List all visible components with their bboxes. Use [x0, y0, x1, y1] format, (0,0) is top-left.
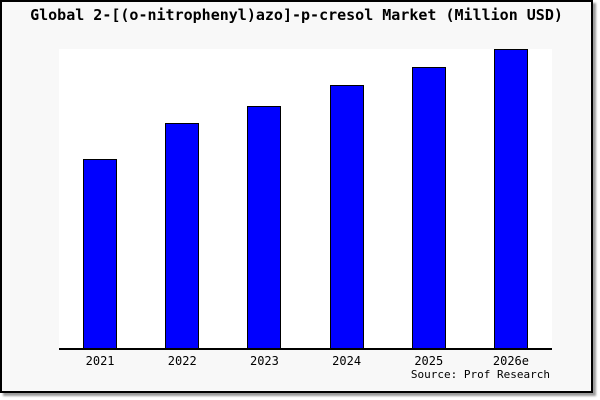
x-tick-label-2025: 2025: [414, 354, 444, 368]
bars-container: [59, 48, 552, 348]
chart-frame: Global 2-[(o-nitrophenyl)azo]-p-cresol M…: [0, 0, 593, 393]
bar-2025: [411, 66, 446, 348]
bar-2022: [165, 123, 200, 348]
bar-slot-2025: [388, 49, 470, 348]
bar-slot-2021: [59, 49, 141, 348]
x-tick-label-2023: 2023: [249, 354, 279, 368]
bar-slot-2022: [141, 49, 223, 348]
chart-title: Global 2-[(o-nitrophenyl)azo]-p-cresol M…: [30, 6, 563, 24]
bar-slot-2026e: [470, 48, 552, 348]
bar-2023: [247, 105, 282, 348]
x-tick-label-2021: 2021: [85, 354, 115, 368]
bar-2021: [83, 159, 118, 348]
bar-2024: [329, 84, 364, 348]
x-tick-label-2022: 2022: [167, 354, 197, 368]
bar-slot-2024: [306, 49, 388, 348]
plot-area: [59, 48, 552, 350]
bar-slot-2023: [223, 49, 305, 348]
x-tick-label-2024: 2024: [332, 354, 362, 368]
bar-2026e: [493, 48, 528, 348]
x-axis-labels: 2021 2022 2023 2024 2025 2026e: [59, 354, 552, 368]
source-caption: Source: Prof Research: [410, 368, 550, 381]
x-tick-label-2026e: 2026e: [492, 354, 529, 368]
